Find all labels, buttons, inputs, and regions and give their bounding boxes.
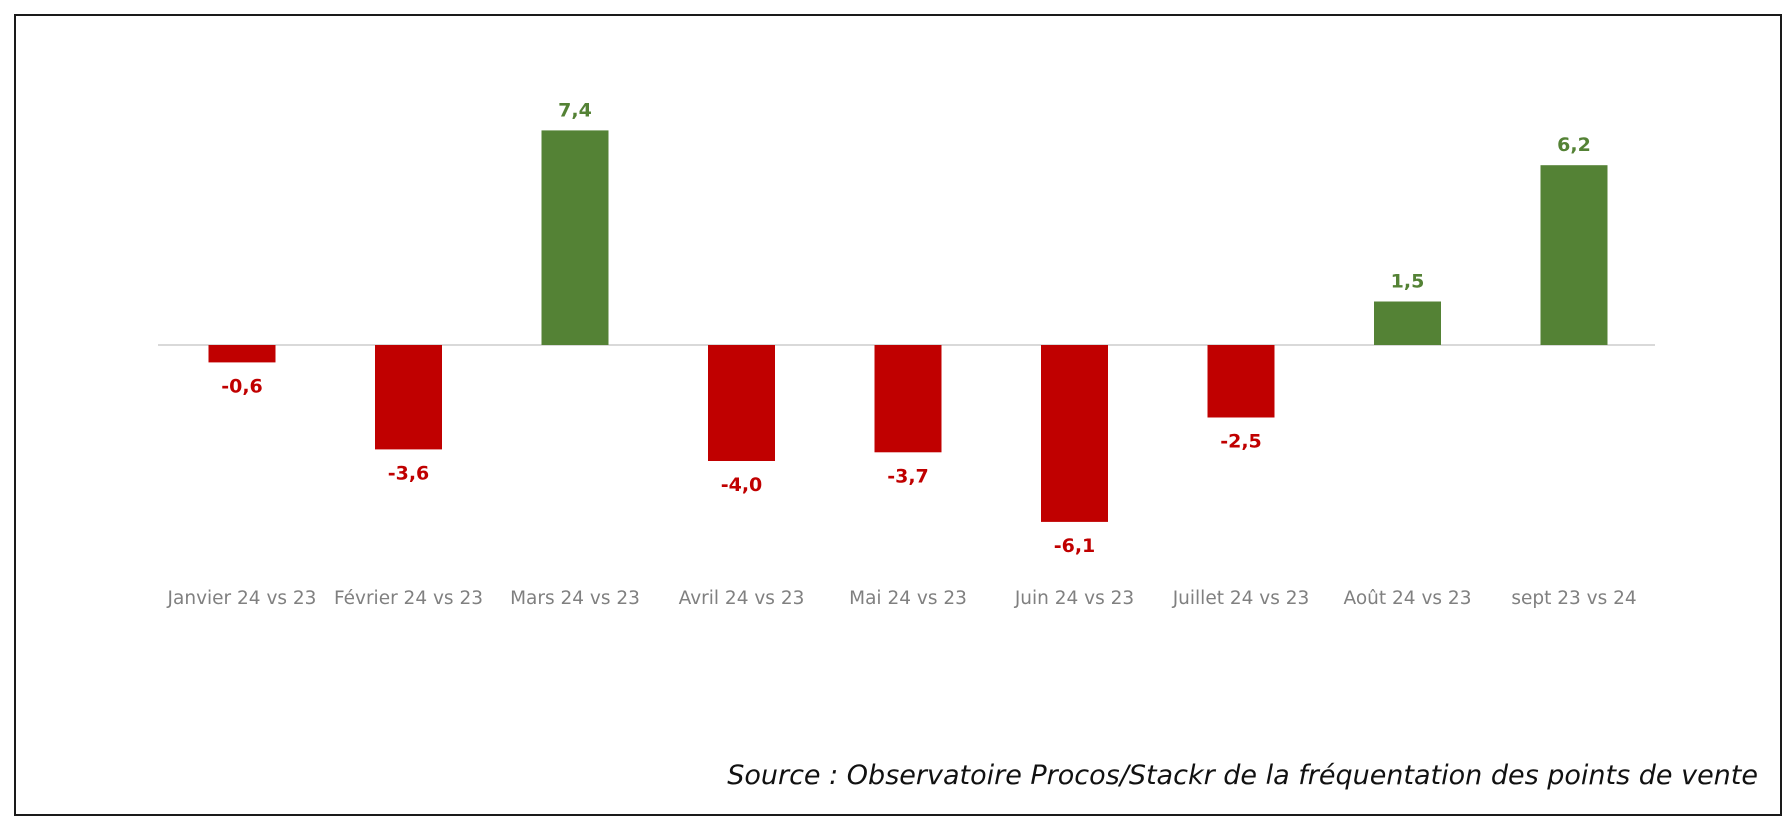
category-label: Janvier 24 vs 23 bbox=[167, 588, 317, 609]
data-label: 1,5 bbox=[1391, 271, 1425, 293]
category-label: Mars 24 vs 23 bbox=[510, 588, 640, 609]
category-label: Avril 24 vs 23 bbox=[679, 588, 805, 609]
data-label: -4,0 bbox=[721, 474, 763, 496]
bar bbox=[874, 345, 942, 453]
data-label: 7,4 bbox=[558, 99, 592, 121]
data-label: -6,1 bbox=[1054, 535, 1096, 557]
bar bbox=[1540, 165, 1608, 345]
bar bbox=[375, 345, 442, 450]
data-label: -2,5 bbox=[1220, 431, 1262, 453]
data-label: -0,6 bbox=[221, 375, 263, 397]
bar bbox=[1207, 345, 1275, 418]
category-label: Mai 24 vs 23 bbox=[849, 588, 967, 609]
data-label: -3,7 bbox=[887, 465, 929, 487]
bar bbox=[208, 345, 276, 363]
category-label: Février 24 vs 23 bbox=[334, 588, 483, 609]
bar bbox=[1374, 301, 1441, 345]
bar bbox=[1041, 345, 1108, 522]
bar bbox=[541, 130, 609, 345]
data-label: 6,2 bbox=[1557, 134, 1591, 156]
bar bbox=[708, 345, 775, 461]
category-label: Juillet 24 vs 23 bbox=[1172, 588, 1310, 609]
category-label: sept 23 vs 24 bbox=[1511, 588, 1636, 609]
category-label: Août 24 vs 23 bbox=[1344, 588, 1472, 609]
data-label: -3,6 bbox=[388, 462, 430, 484]
category-label: Juin 24 vs 23 bbox=[1014, 588, 1134, 609]
source-caption: Source : Observatoire Procos/Stackr de l… bbox=[727, 760, 1758, 791]
